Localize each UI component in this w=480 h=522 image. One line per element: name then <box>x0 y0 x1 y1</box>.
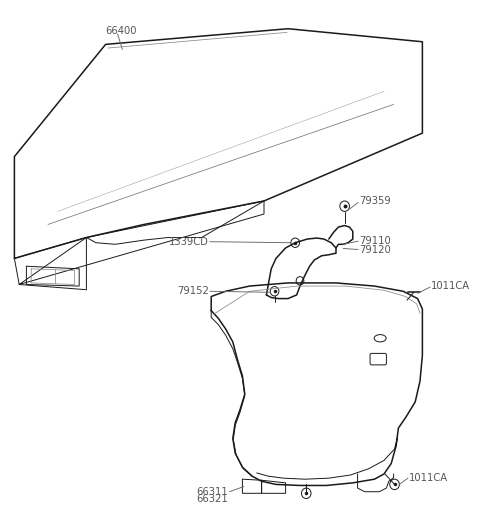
Text: 1011CA: 1011CA <box>431 281 470 291</box>
Text: 66400: 66400 <box>106 26 137 37</box>
Text: 1339CD: 1339CD <box>169 236 209 247</box>
Text: 79120: 79120 <box>359 244 391 255</box>
Text: 79110: 79110 <box>359 236 391 246</box>
Text: 79359: 79359 <box>359 196 391 207</box>
Text: 1011CA: 1011CA <box>409 473 448 483</box>
Text: 66311: 66311 <box>196 487 228 497</box>
Text: 66321: 66321 <box>196 494 228 504</box>
Text: 79152: 79152 <box>177 286 209 296</box>
